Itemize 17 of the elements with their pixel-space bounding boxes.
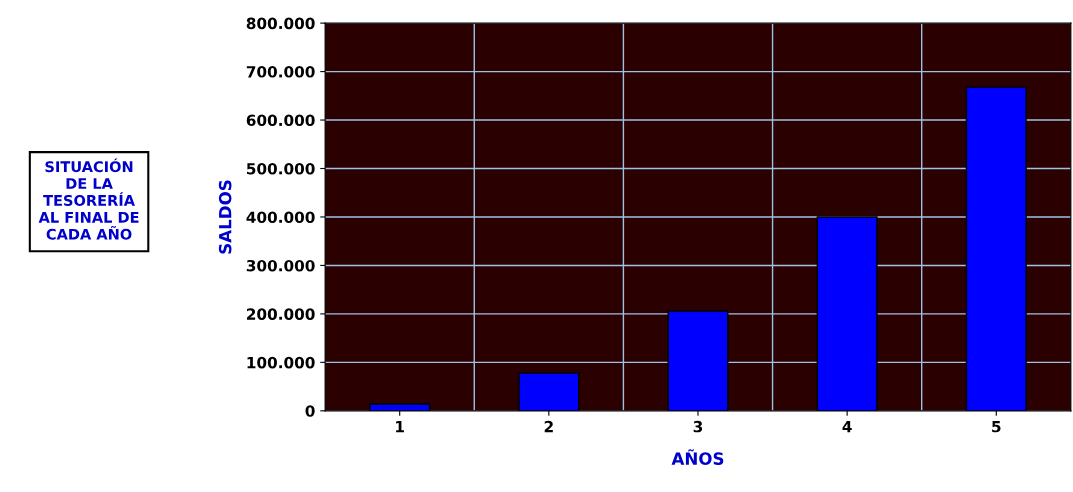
y-tick-label: 0 (305, 405, 315, 417)
text: SITUACIÓN DE LA TESORERÍA AL FINAL DE CADA AÑO (38, 158, 139, 240)
y-tick-label: 400.000 (246, 211, 315, 223)
x-tick-label: 3 (693, 420, 703, 433)
y-tick-label: 700.000 (246, 66, 315, 78)
x-tick-label: 2 (544, 420, 553, 433)
x-axis-title: AÑOS (671, 449, 724, 465)
y-tick-label: 100.000 (247, 356, 315, 369)
y-tick-label: 800.000 (246, 17, 315, 30)
y-axis-title: SALDOS (218, 180, 232, 254)
x-tick-label: 1 (396, 421, 404, 433)
y-tick-label: 500.000 (246, 162, 315, 175)
y-tick-label: 300.000 (246, 259, 315, 272)
x-tick-label: 4 (842, 421, 852, 433)
y-tick-label: 600.000 (246, 114, 315, 127)
x-tick-label: 5 (992, 421, 1001, 433)
y-tick-label: 200.000 (247, 308, 315, 320)
